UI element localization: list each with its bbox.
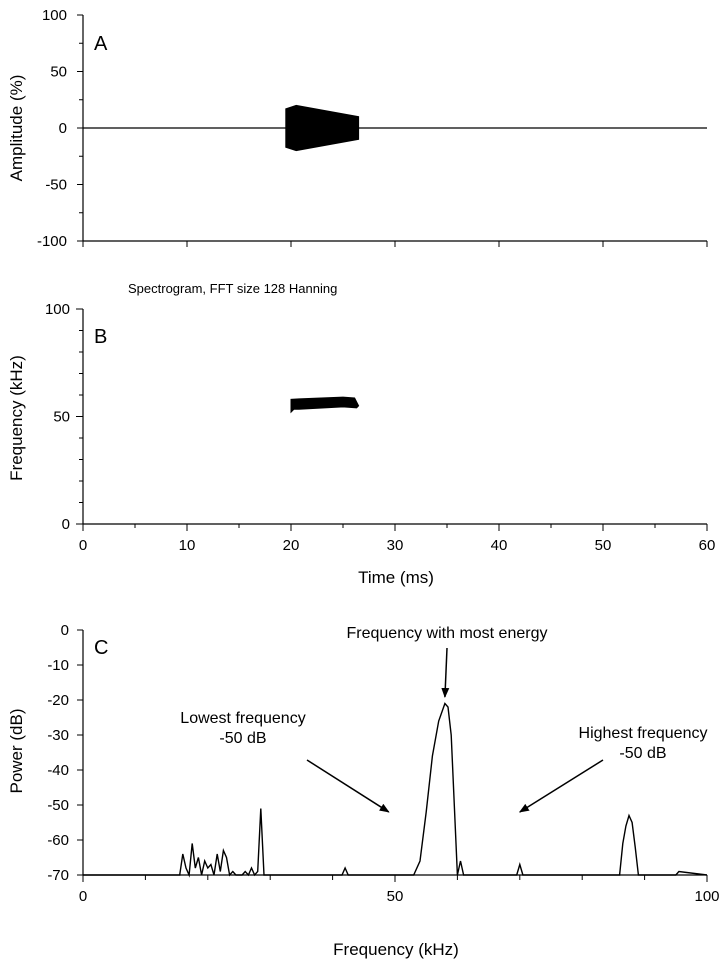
panel-a-ylabel: Amplitude (%) (7, 75, 26, 182)
panel-a-y-tick-label: 50 (50, 64, 67, 81)
panel-c-annotation-1: Frequency with most energy (347, 625, 548, 642)
panel-b-x-tick-label: 30 (387, 537, 404, 554)
panel-a-y-tick-label: 0 (59, 120, 67, 137)
panel-b-x-tick-label: 0 (79, 537, 87, 554)
panel-c-y-tick-label: -30 (47, 727, 69, 744)
panel-a-label: A (94, 33, 108, 55)
panel-c-xlabel: Frequency (kHz) (333, 940, 459, 959)
panel-c-arrow-1 (441, 647, 450, 698)
panel-c-arrow-2 (306, 759, 390, 813)
panel-c-y-tick-label: -50 (47, 797, 69, 814)
annotation-line: Frequency with most energy (347, 625, 548, 642)
panel-b-y-tick-label: 0 (62, 516, 70, 533)
panel-b-x-tick-label: 10 (179, 537, 196, 554)
panel-c-x-tick-label: 100 (694, 888, 719, 905)
panel-a: A Amplitude (%) 100 50 0 -50 -100 (7, 7, 708, 250)
panel-c-spectrum-line (83, 702, 708, 878)
panel-b-x-tick-label: 20 (283, 537, 300, 554)
panel-b-caption: Spectrogram, FFT size 128 Hanning (128, 281, 337, 296)
panel-b-xlabel: Time (ms) (358, 568, 434, 587)
panel-c-arrow-3 (518, 759, 604, 813)
annotation-line: Lowest frequency (180, 710, 305, 727)
panel-b-x-tick-label: 50 (595, 537, 612, 554)
panel-b-ylabel: Frequency (kHz) (7, 355, 26, 481)
panel-b: Spectrogram, FFT size 128 Hanning B Freq… (7, 281, 715, 587)
panel-c-annotation-2: Lowest frequency -50 dB (180, 710, 305, 747)
annotation-line: Highest frequency (579, 725, 708, 742)
panel-a-pulse (285, 104, 360, 152)
panel-c-x-tick-label: 0 (79, 888, 87, 905)
panel-b-x-tick-label: 40 (491, 537, 508, 554)
panel-c-x-tick-label: 50 (387, 888, 404, 905)
panel-c-y-tick-label: -20 (47, 692, 69, 709)
panel-c-y-tick-label: -40 (47, 762, 69, 779)
annotation-line: -50 dB (219, 730, 266, 747)
panel-a-y-tick-label: -50 (45, 177, 67, 194)
panel-b-call-trace (290, 396, 360, 414)
panel-b-x-tick-label: 60 (699, 537, 716, 554)
panel-c-ylabel: Power (dB) (7, 708, 26, 793)
panel-c-annotation-3: Highest frequency -50 dB (579, 725, 708, 762)
panel-a-y-tick-label: -100 (37, 233, 67, 250)
panel-b-label: B (94, 326, 107, 348)
panel-c-y-tick-label: 0 (61, 622, 69, 639)
annotation-line: -50 dB (619, 745, 666, 762)
panel-c-y-tick-label: -70 (47, 867, 69, 884)
panel-b-y-tick-label: 50 (53, 409, 70, 426)
panel-c: C Power (dB) Frequency (kHz) 0 -10 -20 -30 -… (7, 622, 720, 959)
panel-c-y-tick-label: -60 (47, 832, 69, 849)
panel-c-label: C (94, 637, 108, 659)
panel-c-y-tick-label: -10 (47, 657, 69, 674)
panel-b-y-tick-label: 100 (45, 301, 70, 318)
panel-a-y-tick-label: 100 (42, 7, 67, 24)
